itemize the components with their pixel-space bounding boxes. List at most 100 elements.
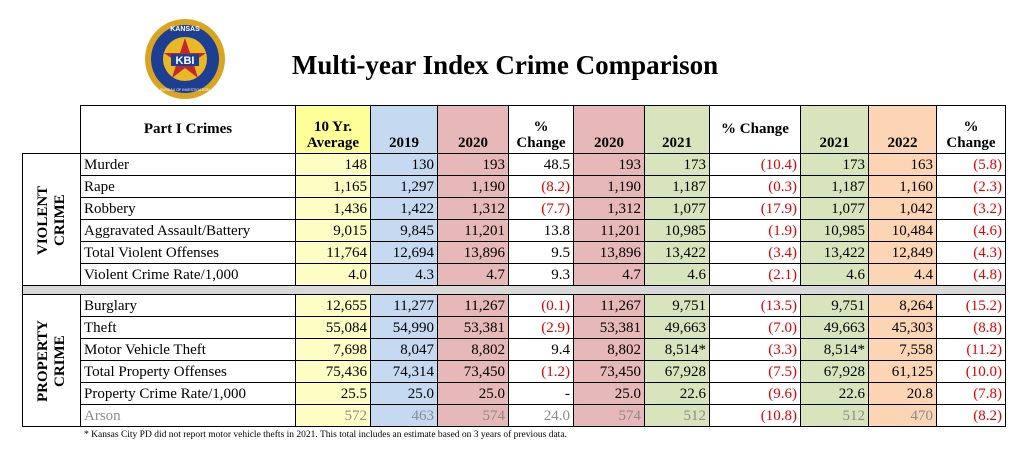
logo-band xyxy=(171,54,199,66)
cell: 22.6 xyxy=(800,382,869,405)
cell: 4.4 xyxy=(868,263,937,286)
cell: 148 xyxy=(295,153,371,176)
column-header: 10 Yr. Average xyxy=(295,105,371,154)
cell: 49,663 xyxy=(800,316,869,339)
cell: 1,190 xyxy=(573,175,645,198)
cell: 1,297 xyxy=(370,175,438,198)
cell: 1,422 xyxy=(370,197,438,220)
logo-top-text: KANSAS xyxy=(170,26,200,33)
cell: 574 xyxy=(573,404,645,427)
cell: 11,764 xyxy=(295,241,371,264)
cell: 25.0 xyxy=(573,382,645,405)
cell: 512 xyxy=(800,404,869,427)
data-row: Arson 572 463 574 24.0 574 512 (10.8) 512 470 (8.2… xyxy=(23,404,1006,427)
cell: (11.2) xyxy=(936,338,1006,361)
title: Multi-year Index Crime Comparison xyxy=(291,50,719,80)
crime-name: Total Violent Offenses xyxy=(80,241,296,264)
data-row: Property Crime Rate/1,000 25.5 25.0 25.0-25… xyxy=(23,382,1006,405)
cell: 12,849 xyxy=(868,241,937,264)
cell: 163 xyxy=(868,153,937,176)
cell: 13,422 xyxy=(644,241,710,264)
cell: 9,751 xyxy=(800,294,869,317)
cell: 13,422 xyxy=(800,241,869,264)
cell: 1,187 xyxy=(800,175,869,198)
cell: 48.5 xyxy=(508,153,574,176)
cell: (15.2) xyxy=(936,294,1006,317)
cell: 173 xyxy=(644,153,710,176)
cell: 193 xyxy=(573,153,645,176)
cell: 49,663 xyxy=(644,316,710,339)
data-row: Rape 1,165 1,297 1,190 (8.2) 1,190 1,187 (0.3) 1… xyxy=(23,175,1006,198)
column-header: % Change xyxy=(936,105,1006,154)
column-header: 2020 xyxy=(573,105,645,154)
data-row: Total Property Offenses 75,436 74,314 73,45… xyxy=(23,360,1006,383)
corner xyxy=(23,106,81,154)
cell: 1,165 xyxy=(295,175,371,198)
cell: (8.2) xyxy=(508,175,574,198)
cell: (8.2) xyxy=(936,404,1006,427)
cell: 8,802 xyxy=(573,338,645,361)
cell: - xyxy=(508,382,574,405)
cell: 1,312 xyxy=(573,197,645,220)
column-header: 2020 xyxy=(437,105,509,154)
crime-table: Part I Crimes 10 Yr. Average 2019 2020% Cha… xyxy=(22,105,1006,427)
cell: (8.8) xyxy=(936,316,1006,339)
header-row: Part I Crimes 10 Yr. Average 2019 2020% Cha… xyxy=(23,105,1006,154)
data-row: VIOLENT CRIME Murder 148 130 193 48.5 193 173 (1… xyxy=(22,153,1006,286)
logo-abbr: KBI xyxy=(176,55,195,67)
cell: 10,484 xyxy=(868,219,937,242)
cell: (2.1) xyxy=(709,263,801,286)
cell: 67,928 xyxy=(800,360,869,383)
footnote: * Kansas City PD did not report motor ve… xyxy=(84,430,567,440)
cell: (4.8) xyxy=(936,263,1006,286)
column-header: 2021 xyxy=(800,105,869,154)
cell: 4.3 xyxy=(370,263,438,286)
cell: 25.0 xyxy=(437,382,509,405)
cell: 13,896 xyxy=(573,241,645,264)
group-label: VIOLENT CRIME xyxy=(34,184,68,255)
cell: (10.0) xyxy=(936,360,1006,383)
data-row: PROPERTY CRIME Burglary 12,655 11,277 11,267… xyxy=(22,294,1006,427)
cell: 24.0 xyxy=(508,404,574,427)
crime-name: Robbery xyxy=(80,197,296,220)
cell: 11,267 xyxy=(437,294,509,317)
cell: 4.0 xyxy=(295,263,371,286)
cell: 11,201 xyxy=(573,219,645,242)
cell: 8,514* xyxy=(644,338,710,361)
cell: (7.8) xyxy=(936,382,1006,405)
cell: 4.6 xyxy=(800,263,869,286)
cell: 54,990 xyxy=(370,316,438,339)
cell: 11,267 xyxy=(573,294,645,317)
cell: 1,077 xyxy=(644,197,710,220)
cell: 572 xyxy=(295,404,371,427)
cell: 1,042 xyxy=(868,197,937,220)
cell: (0.3) xyxy=(709,175,801,198)
group-label: PROPERTY CRIME xyxy=(34,319,68,402)
cell: (17.9) xyxy=(709,197,801,220)
crime-name: Violent Crime Rate/1,000 xyxy=(80,263,296,286)
crime-name: Rape xyxy=(80,175,296,198)
cell: 173 xyxy=(800,153,869,176)
crime-name: Burglary xyxy=(80,294,296,317)
cell: 75,436 xyxy=(295,360,371,383)
column-header: 2019 xyxy=(370,105,438,154)
cell: (1.2) xyxy=(508,360,574,383)
cell: (1.9) xyxy=(709,219,801,242)
cell: (13.5) xyxy=(709,294,801,317)
group-cell: VIOLENT CRIME xyxy=(22,153,81,286)
crime-name: Theft xyxy=(80,316,296,339)
cell: 1,077 xyxy=(800,197,869,220)
cell: 67,928 xyxy=(644,360,710,383)
cell: (3.3) xyxy=(709,338,801,361)
cell: (7.5) xyxy=(709,360,801,383)
cell: 8,047 xyxy=(370,338,438,361)
data-row: Theft 55,084 54,990 53,381 (2.9) 53,381 49,663… xyxy=(23,316,1006,339)
cell: 53,381 xyxy=(437,316,509,339)
cell: 193 xyxy=(437,153,509,176)
cell: (2.9) xyxy=(508,316,574,339)
cell: (3.4) xyxy=(709,241,801,264)
cell: 73,450 xyxy=(573,360,645,383)
data-row: Total Violent Offenses 11,764 12,694 13,896… xyxy=(23,241,1006,264)
crime-name: Murder xyxy=(80,153,296,176)
